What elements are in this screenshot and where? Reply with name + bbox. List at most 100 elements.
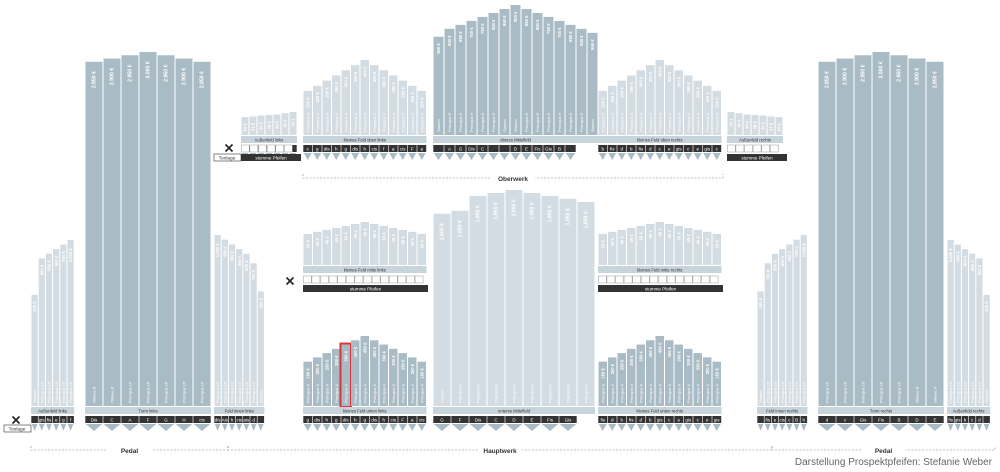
key-label: a bbox=[411, 417, 414, 422]
key-cell bbox=[976, 416, 983, 423]
key-label: g bbox=[335, 417, 338, 422]
key-cell bbox=[757, 416, 764, 423]
price-label: 2.900 € bbox=[182, 68, 188, 85]
pedal-left-label: Pedal bbox=[121, 448, 139, 455]
oberwerk-label: Oberwerk bbox=[498, 176, 528, 183]
pipe bbox=[947, 240, 954, 406]
hauptwerk-label: Hauptwerk bbox=[483, 448, 517, 455]
key-label: d bbox=[620, 146, 623, 151]
key-label: d bbox=[611, 417, 614, 422]
price-label: 45 € bbox=[334, 234, 339, 243]
pipe-foot bbox=[684, 153, 693, 160]
pipe-name: Principal 4' bbox=[705, 383, 710, 403]
key-label: cis bbox=[419, 417, 425, 422]
price-label: 30 € bbox=[600, 239, 605, 248]
pipe-name: Principal 16' bbox=[879, 381, 884, 403]
muted-slot bbox=[709, 275, 719, 284]
key-label: c bbox=[716, 146, 719, 151]
pipe bbox=[408, 357, 417, 406]
price-label: 100 € bbox=[600, 97, 605, 108]
key-cell bbox=[674, 416, 684, 423]
pipe-name: Principal 4' bbox=[667, 112, 672, 132]
pipe-name: Oktave 8' bbox=[933, 386, 938, 403]
price-label: 350 € bbox=[676, 350, 681, 361]
section-label-bg bbox=[491, 173, 535, 183]
key-label: cis bbox=[400, 146, 406, 151]
key-label: d bbox=[826, 417, 829, 422]
pipe-name: Principal 16' bbox=[970, 381, 975, 403]
x-marker-icon bbox=[224, 143, 234, 153]
pipe-name: Principal 4' bbox=[695, 383, 700, 403]
section-label-bg bbox=[861, 445, 906, 455]
pipe bbox=[451, 210, 469, 406]
key-label: d bbox=[649, 146, 652, 151]
pipe bbox=[322, 353, 331, 406]
muted-slot bbox=[770, 144, 779, 153]
pipe bbox=[961, 249, 969, 406]
price-label: 45 € bbox=[629, 234, 634, 243]
key-label: dis bbox=[352, 146, 359, 151]
pipe-foot bbox=[598, 153, 607, 160]
muted-slot bbox=[380, 275, 389, 284]
pipe-foot bbox=[976, 424, 983, 431]
pipe-foot bbox=[455, 153, 466, 160]
key-cell bbox=[469, 416, 487, 423]
pipe-name: Oktave 8' bbox=[915, 386, 920, 403]
price-label: 250 € bbox=[686, 81, 691, 92]
pipe-foot bbox=[693, 424, 702, 431]
key-label: gis bbox=[39, 417, 46, 422]
key-label: C bbox=[110, 417, 114, 422]
key-cell bbox=[455, 145, 466, 152]
pipe bbox=[121, 55, 139, 407]
pipe-name: Principal 4' bbox=[343, 112, 348, 132]
pipe bbox=[655, 336, 664, 406]
price-label: 38 € bbox=[753, 121, 758, 130]
price-label: 32 € bbox=[769, 122, 774, 131]
pipe-foot bbox=[836, 424, 854, 431]
key-label: F bbox=[411, 146, 414, 151]
pipe-name: Principal 8' bbox=[447, 112, 452, 132]
key-label: dis bbox=[371, 417, 378, 422]
key-cell bbox=[683, 416, 693, 423]
key-cell bbox=[250, 416, 257, 423]
key-label: h bbox=[363, 146, 366, 151]
key-label: a bbox=[392, 146, 395, 151]
pipe-name: Principal 8' bbox=[512, 383, 517, 403]
price-label: 250 € bbox=[400, 359, 405, 370]
price-label: 100 € bbox=[714, 97, 719, 108]
pipe bbox=[31, 294, 38, 406]
price-label: 150 € bbox=[419, 368, 424, 379]
price-label: 2.900 € bbox=[915, 68, 921, 85]
key-label: Gis bbox=[860, 417, 868, 422]
price-label: 35 € bbox=[410, 237, 415, 246]
muted-slot bbox=[649, 275, 659, 284]
pipe-name: Principal 8' bbox=[491, 112, 496, 132]
pipe-foot bbox=[636, 424, 645, 431]
pipe bbox=[257, 115, 265, 135]
pipe bbox=[487, 192, 505, 406]
key-cell bbox=[243, 416, 250, 423]
pipe bbox=[684, 348, 693, 406]
pipe bbox=[712, 233, 721, 265]
pipe-name: Principal 16' bbox=[222, 381, 227, 403]
key-label: c bbox=[307, 146, 310, 151]
group-label: kleines Feld oben rechts bbox=[637, 138, 682, 143]
price-label: 400 € bbox=[258, 297, 263, 308]
pipe bbox=[617, 80, 626, 135]
pipe-name: Stumm bbox=[440, 390, 445, 403]
pipe bbox=[273, 114, 281, 135]
price-label: 35 € bbox=[315, 237, 320, 246]
price-label: 650 € bbox=[568, 31, 573, 42]
price-label: 60 € bbox=[362, 228, 367, 237]
key-cell bbox=[565, 145, 576, 152]
price-label: 150 € bbox=[610, 92, 615, 103]
pipe bbox=[341, 70, 350, 135]
pipe-name: Principal 16' bbox=[787, 381, 792, 403]
muted-slot bbox=[701, 275, 710, 284]
group-label: Außenfeld rechts bbox=[739, 138, 771, 143]
key-label: h bbox=[335, 146, 338, 151]
pipe-foot bbox=[408, 424, 417, 431]
key-cell bbox=[444, 145, 455, 152]
key-cell bbox=[890, 416, 908, 423]
muted-slot bbox=[658, 275, 667, 284]
